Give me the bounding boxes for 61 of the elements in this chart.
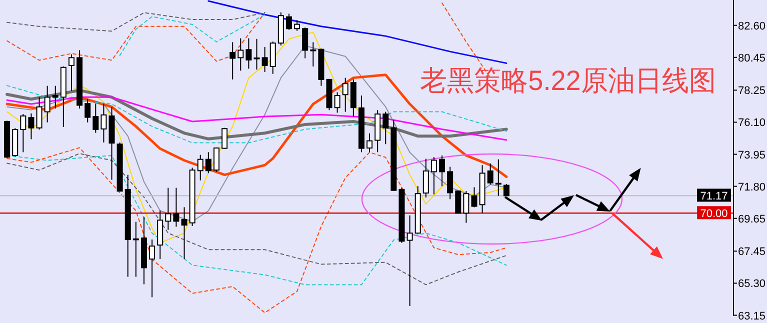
candlestick [36, 96, 42, 130]
text: 老黑策略5.22原油日线图 [420, 65, 726, 96]
candlestick [52, 85, 58, 110]
y-tick-label: 67.45 [738, 246, 766, 258]
candlestick [262, 46, 268, 72]
candlestick [422, 158, 429, 198]
candlestick [149, 239, 156, 298]
candlestick [246, 38, 252, 70]
candlestick [68, 54, 74, 92]
y-tick-label: 63.15 [738, 310, 766, 322]
candlestick [342, 77, 348, 112]
candlestick [28, 112, 34, 140]
candlestick [382, 111, 389, 145]
y-tick-label: 71.80 [738, 181, 766, 194]
line-series [208, 0, 508, 64]
candlestick [132, 221, 139, 278]
candlestick [455, 190, 462, 214]
candlestick [463, 190, 470, 224]
candlestick [238, 38, 244, 72]
candlestick [487, 163, 494, 186]
candlestick [254, 38, 260, 70]
candlestick [213, 146, 220, 172]
y-tick-label: 73.95 [738, 149, 766, 162]
candlestick [181, 206, 188, 260]
candlestick [310, 42, 316, 67]
candlestick [471, 186, 478, 208]
candlestick [294, 20, 300, 32]
candlestick [334, 92, 340, 114]
candlestick [20, 114, 26, 153]
line-series [119, 14, 266, 56]
candlestick [100, 103, 107, 143]
candlestick [222, 127, 228, 150]
candlestick [92, 103, 99, 134]
line-series [6, 147, 507, 314]
candlestick [495, 158, 502, 196]
y-tick-label: 65.30 [738, 278, 766, 290]
ref-line-label: 71.17 [700, 190, 728, 203]
candlestick [173, 187, 180, 228]
line-series [6, 96, 508, 141]
candlestick [406, 214, 413, 307]
candlestick [447, 166, 454, 200]
candlestick [230, 42, 236, 80]
candlestick [165, 187, 172, 230]
candlestick [44, 85, 50, 123]
candlestick [366, 132, 373, 153]
line-series [6, 12, 266, 32]
candlestick [286, 13, 292, 30]
y-tick-label: 69.65 [738, 213, 766, 226]
candlestick [205, 152, 212, 174]
line-series [6, 12, 266, 62]
ref-line-label: 70.00 [700, 208, 728, 220]
candlestick [84, 98, 91, 123]
candlestick [439, 154, 446, 187]
candlestick [197, 154, 204, 181]
candlestick [302, 27, 308, 59]
candlestick [430, 156, 437, 195]
y-tick-label: 80.45 [738, 52, 766, 64]
y-tick-label: 82.60 [738, 20, 766, 32]
y-tick-label: 76.10 [738, 117, 766, 130]
y-tick-label: 78.25 [738, 85, 766, 98]
candlestick [270, 41, 276, 74]
